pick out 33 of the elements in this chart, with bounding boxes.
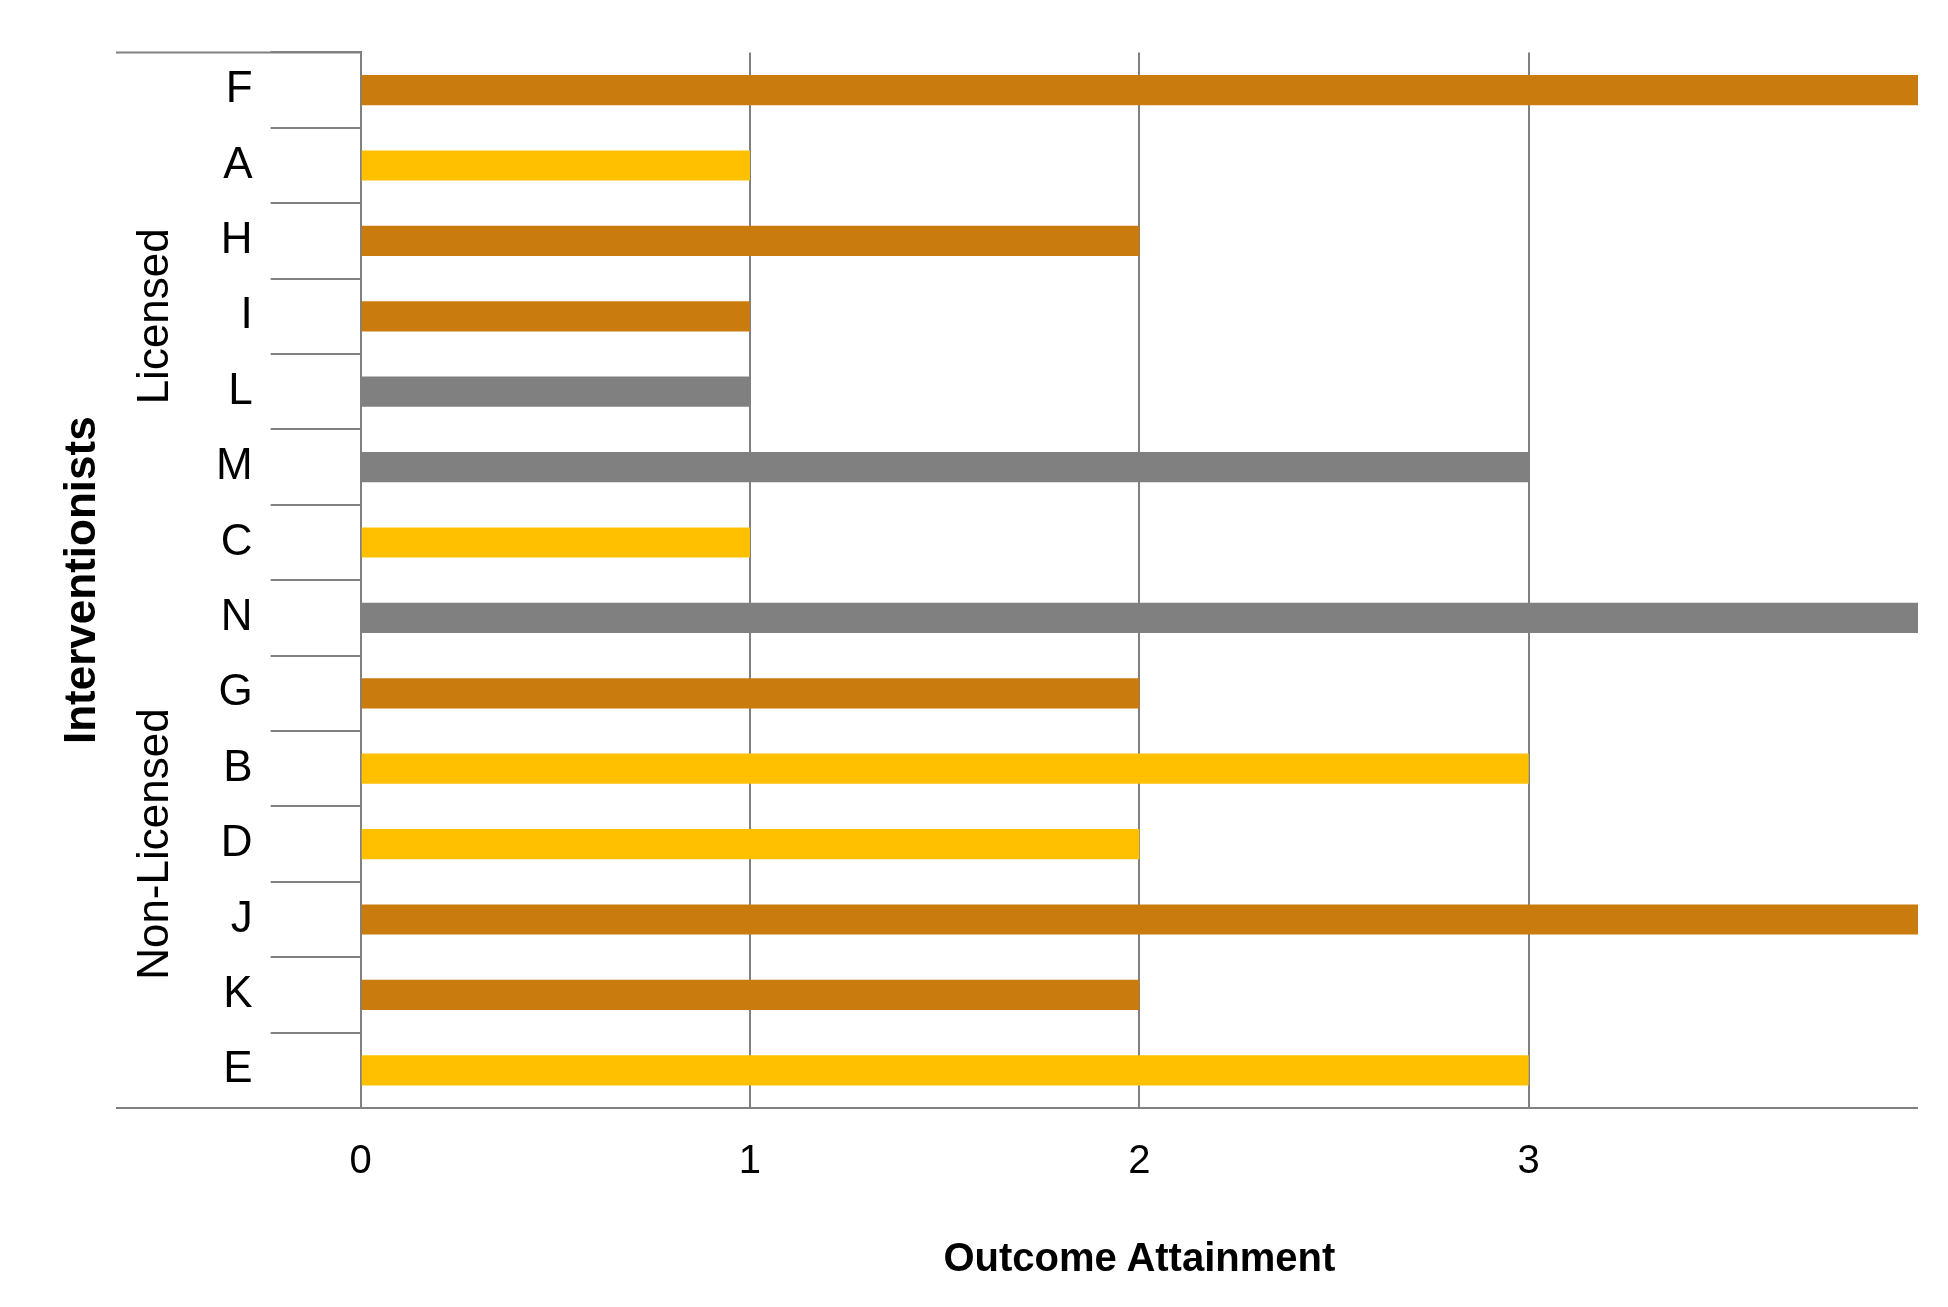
bar [361, 527, 750, 558]
bar [361, 904, 1918, 935]
x-axis-title: Outcome Attainment [943, 1235, 1336, 1280]
y-tick-label: E [223, 1042, 253, 1092]
text: Non-Licensed [128, 708, 178, 980]
y-tick-label: A [223, 137, 254, 187]
x-tick-label: 1 [738, 1137, 762, 1182]
x-tick-label: 0 [349, 1137, 372, 1182]
bar [361, 1055, 1529, 1086]
y-tick-label: K [223, 967, 253, 1017]
bar [361, 150, 750, 181]
bar [361, 301, 750, 332]
bar [361, 75, 1918, 106]
text: Licensed [128, 228, 178, 405]
y-tick-label: D [220, 816, 253, 866]
y-axis-title: Interventionists [55, 416, 105, 745]
bar [361, 225, 1140, 256]
y-tick-label: H [220, 213, 253, 263]
y-tick-label: L [228, 363, 253, 413]
x-tick-label: 3 [1517, 1137, 1540, 1182]
y-tick-label: F [225, 62, 253, 112]
y-tick-label: M [216, 439, 253, 489]
y-tick-label: C [220, 514, 253, 564]
y-tick-label: N [220, 590, 253, 640]
bar [361, 829, 1140, 860]
bar [361, 678, 1140, 709]
x-tick-label: 2 [1128, 1137, 1151, 1182]
y-tick-label: J [230, 891, 253, 941]
y-tick-label: B [223, 740, 253, 790]
y-tick-label: G [218, 665, 253, 715]
bar [361, 753, 1529, 784]
y-tick-label: I [240, 288, 253, 338]
bar [361, 979, 1140, 1010]
